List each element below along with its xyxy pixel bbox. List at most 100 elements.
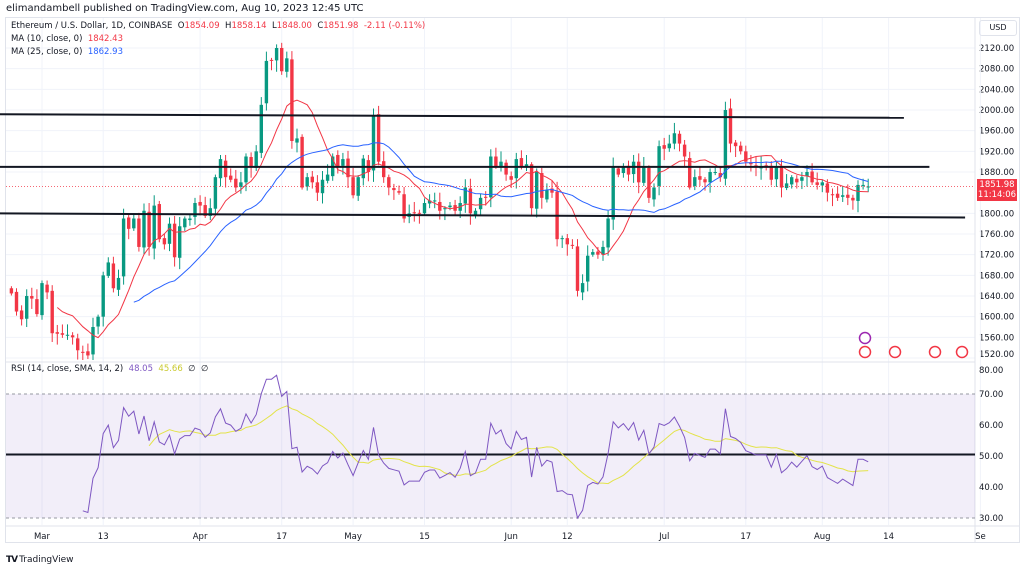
candle-down xyxy=(412,212,416,214)
candle-down xyxy=(519,158,524,167)
candle-down xyxy=(387,177,391,188)
candle-down xyxy=(81,351,85,353)
time-tick-label: May xyxy=(344,532,362,542)
time-tick-label: Aug xyxy=(814,532,831,542)
candle-up xyxy=(254,151,258,168)
candle-up xyxy=(183,218,187,228)
candle-up xyxy=(866,186,870,188)
candle-down xyxy=(147,211,151,247)
candle-up xyxy=(448,205,452,208)
rsi-legend: RSI (14, close, SMA, 14, 2) 48.05 45.66 … xyxy=(11,364,208,374)
candle-up xyxy=(305,177,309,187)
ma10-label[interactable]: MA (10, close, 0) xyxy=(11,34,83,44)
rsi-tick-label: 80.00 xyxy=(979,366,1003,376)
candle-down xyxy=(111,263,116,289)
ma10-value: 1842.43 xyxy=(87,34,123,44)
candle-up xyxy=(274,48,279,61)
candle-up xyxy=(631,161,636,175)
candle-down xyxy=(86,351,90,356)
candle-down xyxy=(616,168,620,175)
candle-up xyxy=(208,208,212,216)
tradingview-logo[interactable]: TV TradingView xyxy=(6,555,74,565)
candle-up xyxy=(601,246,605,255)
candle-down xyxy=(830,194,835,196)
price-tick-label: 2040.00 xyxy=(979,85,1014,95)
candle-up xyxy=(295,138,299,143)
candle-up xyxy=(25,296,29,319)
us-flag-event-icon[interactable] xyxy=(955,345,969,359)
candle-up xyxy=(259,104,263,153)
low-label: L xyxy=(272,21,277,31)
candle-up xyxy=(774,166,779,180)
candle-up xyxy=(611,166,615,220)
price-legend: Ethereum / U.S. Dollar, 1D, COINBASE O18… xyxy=(11,20,425,59)
price-tick-label: 1680.00 xyxy=(979,271,1014,281)
price-tick-label: 2000.00 xyxy=(979,106,1014,116)
candle-up xyxy=(514,159,518,179)
time-tick-label: 17 xyxy=(276,532,287,542)
candle-down xyxy=(50,290,54,334)
price-tick-label: 2120.00 xyxy=(979,44,1014,54)
candle-up xyxy=(841,195,845,197)
candle-up xyxy=(341,159,345,166)
candle-down xyxy=(749,162,753,165)
candle-up xyxy=(422,203,427,214)
candle-up xyxy=(239,182,243,187)
candle-down xyxy=(229,175,233,180)
candle-down xyxy=(19,310,24,320)
ma10-line xyxy=(56,99,869,339)
us-flag-event-icon[interactable] xyxy=(888,345,902,359)
candle-down xyxy=(35,299,39,315)
candle-up xyxy=(535,172,539,209)
candle-up xyxy=(800,177,804,181)
candle-down xyxy=(647,167,651,198)
candle-up xyxy=(545,190,549,200)
symbol-label[interactable]: Ethereum / U.S. Dollar, 1D, COINBASE xyxy=(11,21,173,31)
candle-down xyxy=(703,179,707,183)
time-tick-label: Jun xyxy=(504,532,518,542)
lightning-event-icon[interactable] xyxy=(858,331,872,345)
price-tick-label: 1800.00 xyxy=(979,209,1014,219)
time-tick-label: 14 xyxy=(883,532,894,542)
rsi-value: 48.05 xyxy=(128,364,153,374)
currency-button[interactable]: USD xyxy=(979,20,1017,36)
candle-up xyxy=(142,210,146,248)
candle-down xyxy=(739,145,743,152)
candle-down xyxy=(825,183,830,193)
time-tick-label: 15 xyxy=(419,532,430,542)
candle-down xyxy=(744,151,748,162)
candle-down xyxy=(9,288,14,294)
ma25-label[interactable]: MA (25, close, 0) xyxy=(11,47,83,57)
candle-down xyxy=(494,156,498,167)
candle-down xyxy=(728,108,733,144)
candle-up xyxy=(213,177,218,209)
candle-up xyxy=(591,252,595,255)
candle-up xyxy=(672,133,677,144)
price-tick-label: 1760.00 xyxy=(979,230,1014,240)
candle-down xyxy=(315,182,320,193)
us-flag-event-icon[interactable] xyxy=(928,345,942,359)
candle-down xyxy=(637,161,641,183)
candle-up xyxy=(693,177,697,186)
rsi-sma-value: 45.66 xyxy=(158,364,183,374)
candle-up xyxy=(443,208,447,210)
rsi-label[interactable]: RSI (14, close, SMA, 14, 2) xyxy=(11,364,124,374)
us-flag-event-icon[interactable] xyxy=(858,345,872,359)
candles xyxy=(9,42,870,360)
candle-down xyxy=(688,158,692,188)
price-tick-label: 1720.00 xyxy=(979,251,1014,261)
horizontal-level-line xyxy=(0,212,966,219)
candle-down xyxy=(336,154,340,167)
candle-up xyxy=(116,277,121,290)
last-price-tag: 1851.98 11:14:06 xyxy=(977,179,1017,201)
candle-down xyxy=(223,160,228,178)
candle-up xyxy=(606,218,610,248)
candle-up xyxy=(167,223,172,244)
candle-down xyxy=(290,59,294,142)
candle-down xyxy=(835,193,840,198)
candle-up xyxy=(325,174,330,181)
close-value: 1851.98 xyxy=(323,21,359,31)
price-tick-label: 1600.00 xyxy=(979,313,1014,323)
candle-up xyxy=(708,172,712,183)
